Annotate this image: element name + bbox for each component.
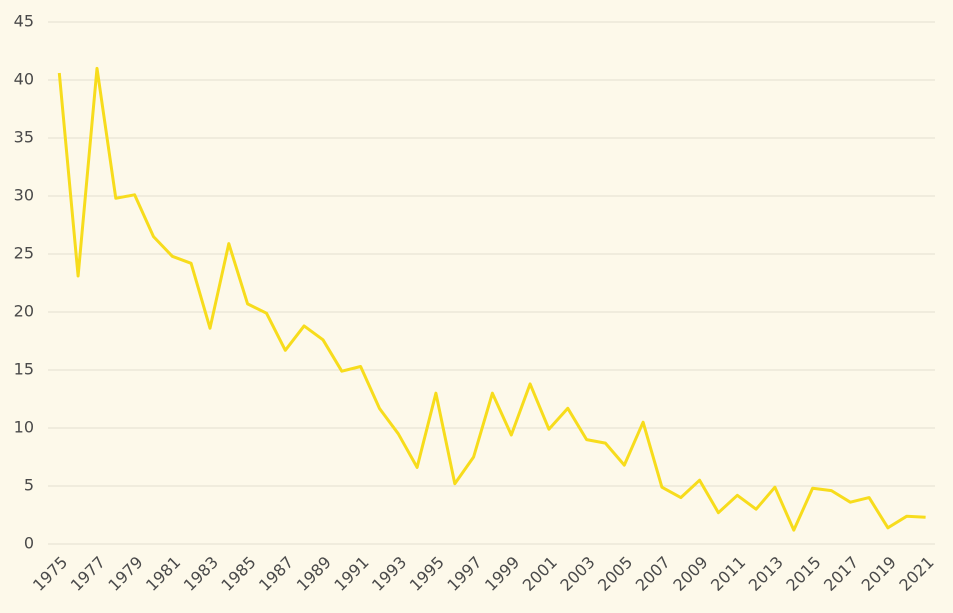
y-tick-label: 0	[24, 534, 34, 553]
x-tick-label: 1995	[406, 553, 448, 595]
y-tick-label: 5	[24, 476, 34, 495]
x-tick-label: 1997	[443, 553, 485, 595]
x-tick-label: 1991	[330, 553, 372, 595]
y-tick-label: 15	[14, 360, 34, 379]
x-tick-label: 1975	[29, 553, 71, 595]
y-tick-label: 20	[14, 302, 34, 321]
x-tick-label: 1993	[368, 553, 410, 595]
x-tick-label: 2011	[707, 553, 749, 595]
y-tick-label: 45	[14, 12, 34, 31]
x-tick-label: 1999	[481, 553, 523, 595]
x-tick-label: 2001	[519, 553, 561, 595]
x-tick-label: 1987	[255, 553, 297, 595]
x-tick-label: 1985	[217, 553, 259, 595]
y-tick-label: 10	[14, 418, 34, 437]
x-tick-label: 2003	[556, 553, 598, 595]
x-tick-label: 2021	[895, 553, 937, 595]
x-tick-label: 2019	[858, 553, 900, 595]
x-tick-label: 2013	[745, 553, 787, 595]
y-tick-label: 35	[14, 128, 34, 147]
y-tick-label: 40	[14, 70, 34, 89]
y-tick-label: 30	[14, 186, 34, 205]
x-tick-label: 2015	[782, 553, 824, 595]
x-tick-label: 2009	[669, 553, 711, 595]
x-tick-label: 1983	[180, 553, 222, 595]
data-line	[57, 66, 926, 532]
x-tick-label: 1989	[293, 553, 335, 595]
x-tick-label: 1981	[142, 553, 184, 595]
x-tick-label: 2005	[594, 553, 636, 595]
x-tick-label: 2007	[632, 553, 674, 595]
x-tick-label: 1979	[104, 553, 146, 595]
x-tick-label: 1977	[67, 553, 109, 595]
x-tick-label: 2017	[820, 553, 862, 595]
y-tick-label: 25	[14, 244, 34, 263]
